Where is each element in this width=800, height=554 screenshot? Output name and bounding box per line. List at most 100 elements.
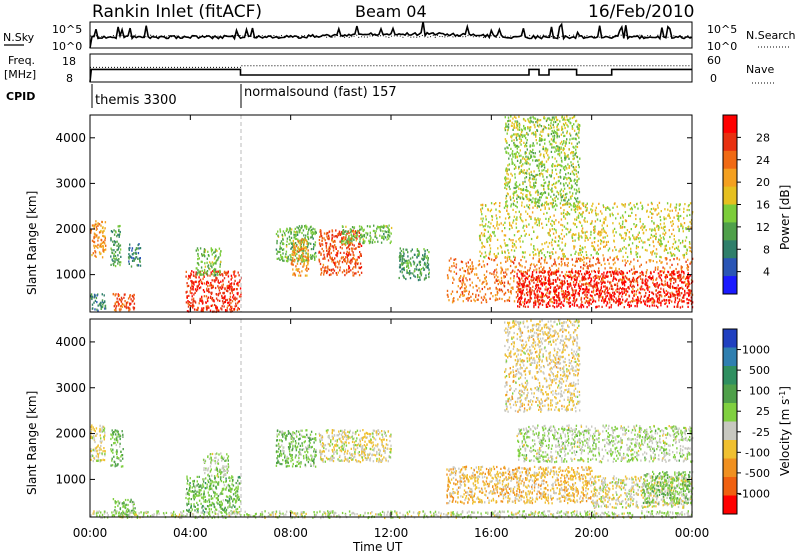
echo-cell: [311, 236, 313, 239]
echo-cell: [294, 231, 297, 234]
echo-cell: [563, 117, 565, 120]
echo-cell: [416, 254, 419, 257]
echo-cell: [539, 290, 541, 293]
echo-cell: [596, 258, 598, 261]
echo-cell: [541, 134, 543, 138]
echo-cell: [669, 251, 672, 254]
echo-cell: [581, 276, 583, 279]
echo-cell: [568, 283, 570, 286]
echo-cell: [613, 300, 615, 303]
echo-cell: [346, 256, 348, 259]
echo-cell: [651, 253, 653, 256]
echo-cell: [222, 274, 224, 277]
echo-cell: [641, 285, 643, 288]
echo-cell: [636, 203, 638, 206]
echo-cell: [281, 235, 284, 238]
echo-cell: [565, 257, 568, 260]
echo-cell: [123, 296, 125, 299]
echo-cell: [585, 235, 588, 238]
echo-cell: [364, 240, 366, 243]
echo-cell: [650, 212, 653, 215]
echo-cell: [641, 270, 643, 273]
echo-cell: [658, 238, 660, 241]
echo-cell: [457, 298, 459, 301]
echo-cell: [662, 266, 664, 269]
echo-cell: [524, 300, 526, 303]
echo-cell: [574, 223, 576, 226]
echo-cell: [582, 231, 584, 234]
echo-cell: [589, 260, 591, 263]
echo-cell: [524, 172, 526, 175]
echo-cell: [539, 287, 542, 290]
echo-cell: [538, 259, 541, 262]
echo-cell: [633, 265, 635, 268]
echo-cell: [556, 118, 558, 121]
echo-cell: [535, 133, 537, 136]
echo-cell: [533, 306, 535, 309]
echo-cell: [518, 238, 520, 241]
echo-cell: [687, 272, 689, 275]
echo-cell: [388, 224, 390, 227]
echo-cell: [574, 290, 577, 293]
echo-cell: [223, 305, 225, 308]
echo-cell: [577, 271, 579, 275]
echo-cell: [328, 249, 331, 252]
echo-cell: [534, 155, 536, 158]
echo-cell: [327, 259, 330, 262]
echo-cell: [553, 271, 555, 274]
echo-cell: [552, 304, 554, 308]
echo-cell: [587, 256, 589, 259]
echo-cell: [214, 303, 216, 307]
echo-cell: [228, 298, 231, 301]
echo-cell: [525, 218, 527, 222]
echo-cell: [535, 197, 537, 200]
echo-cell: [113, 254, 115, 257]
echo-cell: [554, 286, 556, 289]
echo-cell: [602, 227, 605, 230]
echo-cell: [129, 303, 131, 306]
echo-cell: [324, 266, 326, 269]
echo-cell: [637, 284, 639, 287]
echo-cell: [604, 299, 606, 302]
echo-cell: [348, 251, 350, 254]
echo-cell: [593, 231, 595, 234]
echo-cell: [204, 249, 207, 252]
echo-cell: [343, 238, 345, 241]
echo-cell: [600, 295, 602, 299]
echo-cell: [579, 270, 582, 273]
echo-cell: [354, 264, 357, 267]
echo-cell: [621, 223, 624, 226]
echo-cell: [578, 238, 580, 241]
echo-cell: [312, 227, 314, 230]
echo-cell: [546, 117, 549, 120]
echo-cell: [603, 271, 605, 274]
echo-cell: [578, 253, 580, 256]
echo-cell: [519, 264, 522, 267]
echo-cell: [568, 157, 570, 160]
echo-cell: [671, 254, 674, 257]
echo-cell: [219, 265, 221, 268]
echo-cell: [197, 269, 199, 272]
echo-cell: [546, 176, 548, 179]
echo-cell: [588, 299, 590, 302]
echo-cell: [535, 121, 537, 124]
echo-cell: [619, 292, 622, 295]
echo-cell: [508, 157, 510, 160]
echo-cell: [127, 301, 129, 304]
echo-cell: [687, 226, 689, 229]
echo-cell: [332, 249, 335, 252]
echo-cell: [218, 247, 221, 250]
echo-cell: [608, 207, 610, 210]
echo-cell: [447, 295, 449, 298]
echo-cell: [649, 260, 651, 263]
echo-cell: [206, 287, 208, 290]
echo-cell: [655, 255, 657, 258]
echo-cell: [512, 269, 514, 272]
echo-cell: [328, 245, 331, 248]
echo-cell: [565, 270, 568, 274]
echo-cell: [127, 306, 129, 309]
echo-cell: [383, 238, 385, 241]
echo-cell: [576, 260, 578, 263]
echo-cell: [130, 302, 132, 305]
echo-cell: [279, 242, 282, 245]
